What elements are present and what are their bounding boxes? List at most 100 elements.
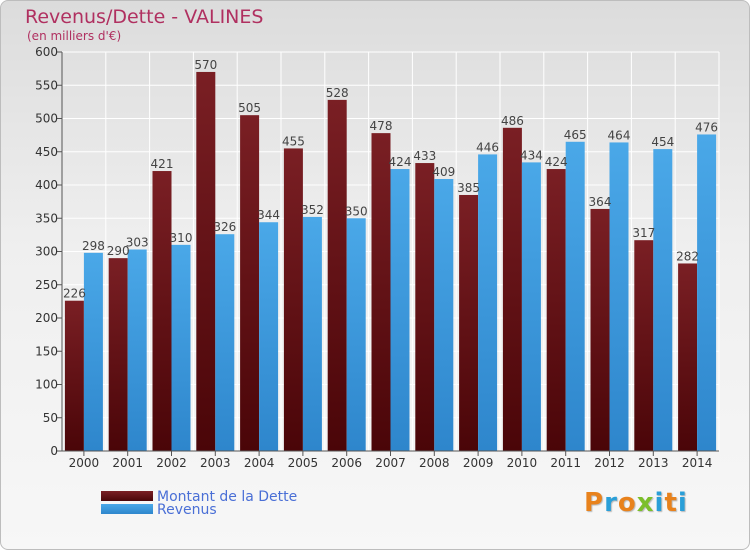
- data-label-revenue-2007: 424: [389, 155, 412, 169]
- x-tick-label-2000: 2000: [69, 456, 100, 470]
- data-label-debt-2008: 433: [413, 149, 436, 163]
- bar-revenue-2007: [390, 169, 410, 452]
- legend-swatch-revenue: [101, 504, 153, 514]
- x-tick-label-2009: 2009: [463, 456, 494, 470]
- bar-debt-2007: [371, 133, 391, 451]
- data-label-revenue-2001: 303: [126, 236, 149, 250]
- data-label-debt-2007: 478: [370, 119, 393, 133]
- y-tick-label: 300: [35, 245, 58, 259]
- y-tick-label: 400: [35, 178, 58, 192]
- data-label-debt-2006: 528: [326, 86, 349, 100]
- bar-debt-2014: [678, 263, 698, 451]
- x-tick-label-2008: 2008: [419, 456, 450, 470]
- data-label-debt-2004: 505: [238, 101, 261, 115]
- logo-letter: P: [584, 488, 605, 518]
- data-label-revenue-2006: 350: [345, 204, 368, 218]
- x-tick-label-2012: 2012: [594, 456, 625, 470]
- data-label-debt-2010: 486: [501, 114, 524, 128]
- y-tick-label: 550: [35, 78, 58, 92]
- y-tick-label: 450: [35, 145, 58, 159]
- bar-revenue-2012: [609, 142, 629, 451]
- data-label-debt-2002: 421: [151, 157, 174, 171]
- bar-revenue-2013: [653, 149, 673, 451]
- y-tick-label: 50: [43, 411, 58, 425]
- data-label-revenue-2002: 310: [170, 231, 193, 245]
- logo-letter: i: [654, 488, 665, 518]
- data-label-revenue-2014: 476: [695, 120, 718, 134]
- y-tick-label: 0: [50, 444, 58, 458]
- x-tick-label-2011: 2011: [550, 456, 581, 470]
- y-tick-label: 500: [35, 112, 58, 126]
- bar-debt-2011: [546, 169, 566, 452]
- bar-debt-2010: [502, 127, 522, 451]
- bar-debt-2004: [240, 115, 260, 452]
- x-tick-label-2005: 2005: [288, 456, 319, 470]
- data-label-debt-2012: 364: [589, 195, 612, 209]
- bar-revenue-2014: [697, 134, 717, 451]
- legend-label-debt: Montant de la Dette: [157, 489, 298, 505]
- chart-subtitle: (en milliers d'€): [27, 29, 122, 43]
- data-label-debt-2013: 317: [632, 226, 655, 240]
- bar-revenue-2006: [346, 218, 366, 451]
- data-label-revenue-2012: 464: [608, 128, 631, 142]
- bar-debt-2013: [634, 240, 654, 451]
- logo-letter: x: [636, 488, 655, 518]
- data-label-debt-2005: 455: [282, 134, 305, 148]
- x-tick-label-2003: 2003: [200, 456, 231, 470]
- data-label-debt-2014: 282: [676, 249, 699, 263]
- data-label-revenue-2011: 465: [564, 128, 587, 142]
- bar-debt-2012: [590, 208, 610, 451]
- x-tick-label-2006: 2006: [331, 456, 362, 470]
- legend-swatch-debt: [101, 491, 153, 501]
- logo-letter: t: [664, 488, 678, 518]
- data-label-revenue-2000: 298: [82, 239, 105, 253]
- data-label-debt-2009: 385: [457, 181, 480, 195]
- data-label-revenue-2010: 434: [520, 148, 543, 162]
- bar-debt-2006: [327, 99, 347, 451]
- x-tick-label-2013: 2013: [638, 456, 669, 470]
- bar-debt-2000: [64, 300, 84, 451]
- bar-debt-2003: [196, 71, 216, 451]
- bar-debt-2002: [152, 171, 172, 451]
- y-tick-label: 250: [35, 278, 58, 292]
- data-label-revenue-2003: 326: [213, 220, 236, 234]
- y-tick-label: 600: [35, 45, 58, 59]
- data-label-revenue-2004: 344: [257, 208, 280, 222]
- data-label-revenue-2013: 454: [651, 135, 674, 149]
- data-label-revenue-2008: 409: [432, 165, 455, 179]
- bar-revenue-2005: [302, 216, 322, 451]
- bar-debt-2009: [459, 194, 479, 451]
- bar-debt-2001: [108, 258, 128, 451]
- x-tick-label-2007: 2007: [375, 456, 406, 470]
- x-tick-label-2014: 2014: [682, 456, 713, 470]
- bar-revenue-2001: [127, 249, 147, 451]
- chart-title: Revenus/Dette - VALINES: [25, 6, 264, 28]
- data-label-debt-2011: 424: [545, 155, 568, 169]
- y-tick-label: 350: [35, 211, 58, 225]
- logo-letter: i: [677, 488, 688, 518]
- y-tick-label: 100: [35, 378, 58, 392]
- bar-debt-2008: [415, 163, 435, 451]
- bar-debt-2005: [283, 148, 303, 452]
- logo-letter: r: [604, 488, 618, 518]
- data-label-revenue-2009: 446: [476, 140, 499, 154]
- bar-revenue-2003: [215, 234, 235, 451]
- bar-revenue-2000: [83, 252, 103, 451]
- data-label-debt-2003: 570: [194, 58, 217, 72]
- x-tick-label-2002: 2002: [156, 456, 187, 470]
- bar-revenue-2010: [521, 162, 541, 451]
- bar-revenue-2009: [478, 154, 498, 451]
- bar-revenue-2008: [434, 179, 454, 451]
- legend-label-revenue: Revenus: [157, 502, 217, 518]
- x-tick-label-2010: 2010: [507, 456, 538, 470]
- data-label-revenue-2005: 352: [301, 203, 324, 217]
- data-label-debt-2000: 226: [63, 287, 86, 301]
- bar-revenue-2002: [171, 244, 191, 451]
- data-label-debt-2001: 290: [107, 244, 130, 258]
- y-tick-label: 200: [35, 311, 58, 325]
- logo-letter: o: [617, 488, 637, 518]
- x-tick-label-2001: 2001: [112, 456, 143, 470]
- bar-revenue-2011: [565, 141, 585, 451]
